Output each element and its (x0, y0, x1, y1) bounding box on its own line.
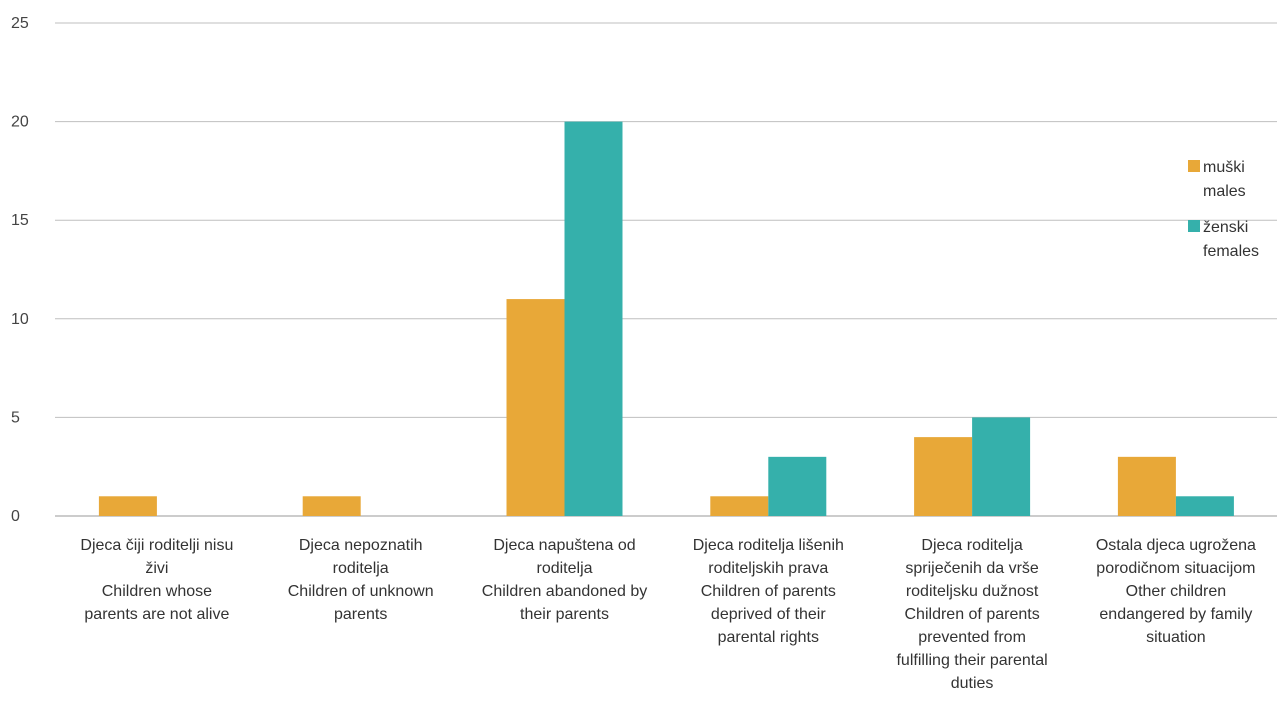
x-category-label: situation (1146, 629, 1206, 646)
x-category-label: deprived of their (711, 606, 826, 623)
y-tick-label: 25 (11, 15, 29, 32)
bar-females-2 (564, 121, 623, 516)
x-category-label: parental rights (718, 629, 819, 646)
x-category-label: prevented from (918, 629, 1026, 646)
x-category-label: parents are not alive (84, 606, 229, 623)
legend-swatch (1188, 160, 1200, 172)
x-category-label: Djeca roditelja (921, 537, 1022, 554)
y-axis-tick-labels: 0 5 10 15 20 25 (11, 15, 29, 525)
legend-label: ženski (1203, 219, 1248, 236)
bar-females-3 (768, 456, 827, 516)
x-category-label: duties (951, 675, 994, 692)
x-category-label: spriječenih da vrše (905, 560, 1039, 577)
x-category-label: roditelja (333, 560, 389, 577)
x-category-label: Other children (1126, 583, 1227, 600)
x-category-label: fulfilling their parental (896, 652, 1047, 669)
x-category-label: roditeljsku dužnost (906, 583, 1039, 600)
x-category-label: their parents (520, 606, 609, 623)
x-category-label: Children of parents (701, 583, 836, 600)
bar-females-4 (972, 417, 1031, 516)
x-category-label: roditelja (536, 560, 592, 577)
legend-label: muški (1203, 159, 1245, 176)
x-category-label: živi (145, 560, 168, 577)
x-category-label: Children of unknown (288, 583, 434, 600)
x-category-label: Children abandoned by (482, 583, 647, 600)
bar-females-5 (1175, 496, 1234, 516)
x-axis-category-labels: Djeca čiji roditelji nisu živi Children wh… (80, 537, 1256, 692)
bars (98, 121, 1234, 516)
x-category-label: Djeca napuštena od (493, 537, 635, 554)
bar-males-1 (302, 496, 361, 516)
x-category-label: Djeca čiji roditelji nisu (80, 537, 233, 554)
y-tick-label: 15 (11, 212, 29, 229)
bar-males-3 (710, 496, 769, 516)
bar-males-2 (506, 299, 565, 516)
y-tick-label: 5 (11, 409, 20, 426)
gridlines (55, 22, 1277, 517)
legend-label: females (1203, 243, 1259, 260)
legend-swatch (1188, 220, 1200, 232)
y-tick-label: 10 (11, 311, 29, 328)
x-category-label: Djeca nepoznatih (299, 537, 423, 554)
bar-males-4 (914, 437, 973, 516)
legend-label: males (1203, 183, 1246, 200)
bar-males-0 (98, 496, 157, 516)
y-tick-label: 0 (11, 508, 20, 525)
x-category-label: porodičnom situacijom (1096, 560, 1255, 577)
y-tick-label: 20 (11, 114, 29, 131)
x-category-label: Ostala djeca ugrožena (1096, 537, 1256, 554)
x-category-label: Children whose (102, 583, 212, 600)
x-category-label: parents (334, 606, 387, 623)
x-category-label: Children of parents (905, 606, 1040, 623)
x-category-label: Djeca roditelja lišenih (693, 537, 844, 554)
bar-males-5 (1117, 456, 1176, 516)
x-category-label: roditeljskih prava (708, 560, 828, 577)
x-category-label: endangered by family (1099, 606, 1252, 623)
legend: muški males ženski females (1188, 159, 1259, 260)
